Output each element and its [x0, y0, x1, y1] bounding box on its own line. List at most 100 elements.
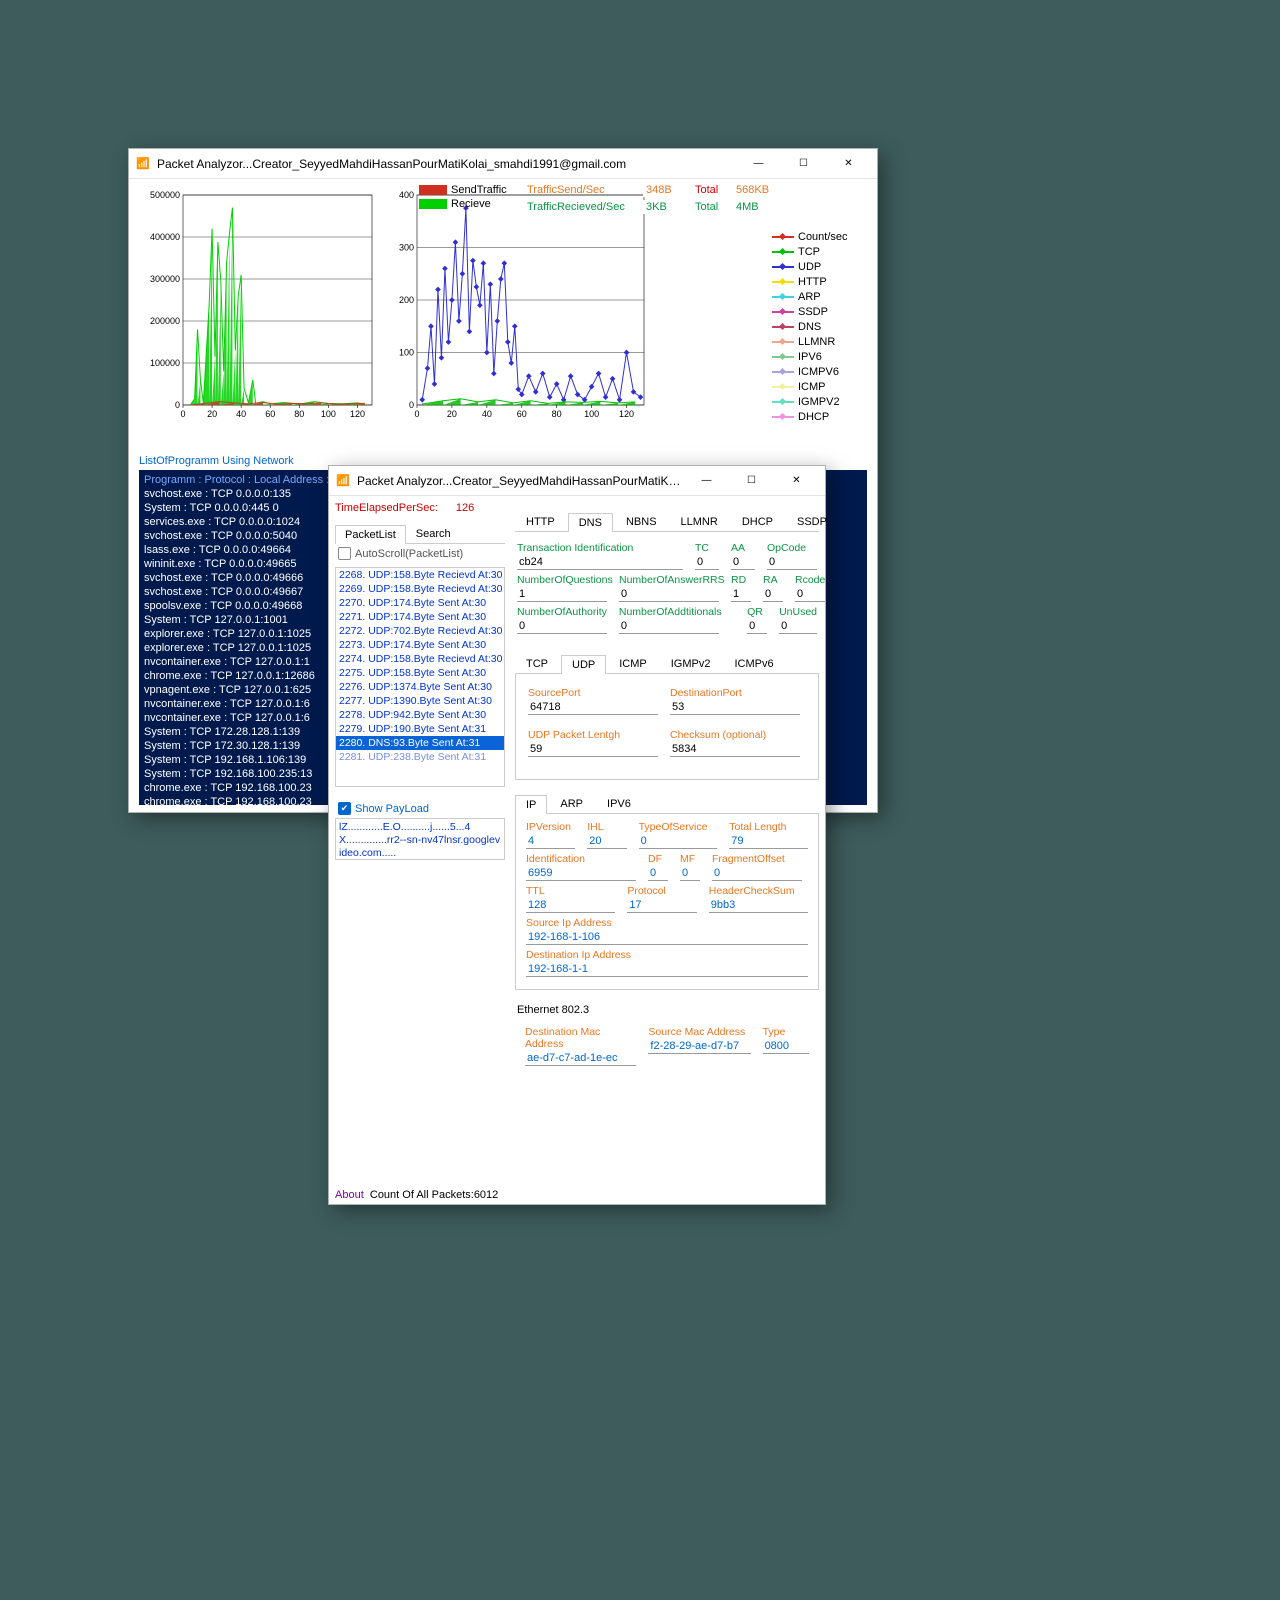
- tc-val[interactable]: 0: [695, 555, 719, 570]
- show-payload-checkbox[interactable]: ✔: [338, 802, 351, 815]
- send-total-val: 568KB: [733, 183, 779, 197]
- ipid-val[interactable]: 6959: [526, 866, 636, 881]
- rc-val[interactable]: 0: [795, 587, 825, 602]
- tab-search[interactable]: Search: [406, 524, 461, 543]
- mf-val[interactable]: 0: [680, 866, 700, 881]
- close-button[interactable]: ✕: [826, 150, 871, 178]
- svg-text:400: 400: [399, 190, 414, 200]
- uu-val[interactable]: 0: [779, 619, 817, 634]
- svg-text:60: 60: [517, 409, 527, 419]
- protocol-chart: 0100200300400020406080100120: [389, 187, 649, 447]
- show-payload-row[interactable]: ✔ Show PayLoad: [335, 799, 505, 818]
- minimize-button[interactable]: ―: [736, 150, 781, 178]
- tab-arp[interactable]: ARP: [549, 794, 594, 813]
- packet-row[interactable]: 2270. UDP:174.Byte Sent At:30: [336, 596, 504, 610]
- ipsrc-val[interactable]: 192-168-1-106: [526, 930, 808, 945]
- svg-text:100: 100: [321, 409, 336, 419]
- nq-val[interactable]: 1: [517, 587, 607, 602]
- packet-row[interactable]: 2280. DNS:93.Byte Sent At:31: [336, 736, 504, 750]
- packet-row[interactable]: 2277. UDP:1390.Byte Sent At:30: [336, 694, 504, 708]
- tab-tcp[interactable]: TCP: [515, 654, 559, 673]
- packet-row[interactable]: 2268. UDP:158.Byte Recievd At:30: [336, 568, 504, 582]
- tos-val[interactable]: 0: [639, 834, 718, 849]
- frag-val[interactable]: 0: [712, 866, 802, 881]
- packet-row[interactable]: 2274. UDP:158.Byte Recievd At:30: [336, 652, 504, 666]
- eth-header: Ethernet 802.3: [515, 1000, 819, 1020]
- about-link[interactable]: About: [335, 1189, 364, 1201]
- tab-ssdp[interactable]: SSDP: [786, 512, 838, 531]
- nauth-label: NumberOfAuthority: [517, 606, 607, 618]
- ipdst-val[interactable]: 192-168-1-1: [526, 962, 808, 977]
- sport-label: SourcePort: [528, 687, 658, 699]
- tlen-label: Total Length: [729, 821, 808, 833]
- window-title: Packet Analyzor...Creator_SeyyedMahdiHas…: [157, 157, 736, 171]
- tlen-val[interactable]: 79: [729, 834, 808, 849]
- svg-text:120: 120: [619, 409, 634, 419]
- aa-val[interactable]: 0: [731, 555, 755, 570]
- ra-label: RA: [763, 574, 783, 586]
- tab-nbns[interactable]: NBNS: [615, 512, 668, 531]
- packet-row[interactable]: 2281. UDP:238.Byte Sent At:31: [336, 750, 504, 764]
- window-title: Packet Analyzor...Creator_SeyyedMahdiHas…: [357, 474, 684, 488]
- trans-id-val[interactable]: cb24: [517, 555, 683, 570]
- payload-text[interactable]: lZ............E.O..........j......5...4X…: [335, 818, 505, 860]
- packet-list[interactable]: 2268. UDP:158.Byte Recievd At:302269. UD…: [335, 567, 505, 787]
- svg-text:40: 40: [482, 409, 492, 419]
- packet-row[interactable]: 2271. UDP:174.Byte Sent At:30: [336, 610, 504, 624]
- ttl-val[interactable]: 128: [526, 898, 615, 913]
- packet-row[interactable]: 2269. UDP:158.Byte Recievd At:30: [336, 582, 504, 596]
- len-label: UDP Packet Lentgh: [528, 729, 658, 741]
- ihl-val[interactable]: 20: [587, 834, 626, 849]
- sport-val[interactable]: 64718: [528, 700, 658, 715]
- packet-row[interactable]: 2272. UDP:702.Byte Recievd At:30: [336, 624, 504, 638]
- proto-val[interactable]: 17: [627, 898, 696, 913]
- ipver-val[interactable]: 4: [526, 834, 575, 849]
- autoscroll-checkbox[interactable]: [338, 547, 351, 560]
- traffic-stats: TrafficSend/Sec 348B Total 568KB Traffic…: [527, 181, 779, 215]
- recv-label: TrafficRecieved/Sec: [527, 201, 637, 213]
- tab-udp[interactable]: UDP: [561, 655, 606, 674]
- narr-val[interactable]: 0: [619, 587, 719, 602]
- nauth-val[interactable]: 0: [517, 619, 607, 634]
- packet-row[interactable]: 2276. UDP:1374.Byte Sent At:30: [336, 680, 504, 694]
- hcs-val[interactable]: 9bb3: [709, 898, 808, 913]
- packet-row[interactable]: 2273. UDP:174.Byte Sent At:30: [336, 638, 504, 652]
- packet-row[interactable]: 2279. UDP:190.Byte Sent At:31: [336, 722, 504, 736]
- minimize-button[interactable]: ―: [684, 467, 729, 495]
- rd-val[interactable]: 1: [731, 587, 751, 602]
- dport-val[interactable]: 53: [670, 700, 800, 715]
- qr-val[interactable]: 0: [747, 619, 767, 634]
- ra-val[interactable]: 0: [763, 587, 783, 602]
- tab-igmpv2[interactable]: IGMPv2: [660, 654, 722, 673]
- tab-icmp[interactable]: ICMP: [608, 654, 658, 673]
- autoscroll-row[interactable]: AutoScroll(PacketList): [335, 544, 505, 563]
- tab-packetlist[interactable]: PacketList: [335, 525, 406, 544]
- tab-dhcp[interactable]: DHCP: [731, 512, 784, 531]
- len-val[interactable]: 59: [528, 742, 658, 757]
- tab-http[interactable]: HTTP: [515, 512, 566, 531]
- titlebar[interactable]: 📶 Packet Analyzor...Creator_SeyyedMahdiH…: [129, 149, 877, 179]
- tab-llmnr[interactable]: LLMNR: [670, 512, 729, 531]
- svg-text:300: 300: [399, 243, 414, 253]
- app-proto-tabs: HTTPDNSNBNSLLMNRDHCPSSDP: [515, 512, 819, 532]
- l4-tabs: TCPUDPICMPIGMPv2ICMPv6: [515, 654, 819, 674]
- packet-row[interactable]: 2278. UDP:942.Byte Sent At:30: [336, 708, 504, 722]
- maximize-button[interactable]: ☐: [729, 467, 774, 495]
- df-val[interactable]: 0: [648, 866, 668, 881]
- op-val[interactable]: 0: [767, 555, 817, 570]
- smac-val[interactable]: f2-28-29-ae-d7-b7: [648, 1039, 750, 1054]
- tab-icmpv6[interactable]: ICMPv6: [723, 654, 784, 673]
- titlebar[interactable]: 📶 Packet Analyzor...Creator_SeyyedMahdiH…: [329, 466, 825, 496]
- close-button[interactable]: ✕: [774, 467, 819, 495]
- traffic-chart: 0100000200000300000400000500000020406080…: [139, 187, 377, 447]
- tab-ip[interactable]: IP: [515, 795, 547, 814]
- legend-item: HTTP: [772, 274, 848, 289]
- dmac-val[interactable]: ae-d7-c7-ad-1e-ec: [525, 1051, 636, 1066]
- packet-row[interactable]: 2275. UDP:158.Byte Sent At:30: [336, 666, 504, 680]
- tab-ipv6[interactable]: IPV6: [596, 794, 642, 813]
- ethtype-val[interactable]: 0800: [763, 1039, 809, 1054]
- maximize-button[interactable]: ☐: [781, 150, 826, 178]
- csum-val[interactable]: 5834: [670, 742, 800, 757]
- nadd-val[interactable]: 0: [619, 619, 719, 634]
- tab-dns[interactable]: DNS: [568, 513, 613, 532]
